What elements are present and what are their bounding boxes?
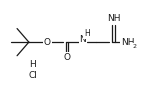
Text: NH: NH	[121, 38, 135, 47]
Text: O: O	[44, 38, 51, 47]
Text: H: H	[84, 29, 90, 38]
Text: Cl: Cl	[28, 71, 37, 80]
Text: H: H	[29, 60, 36, 69]
Text: NH: NH	[107, 14, 120, 23]
Text: O: O	[64, 53, 71, 62]
Text: N: N	[79, 35, 86, 44]
Text: 2: 2	[133, 44, 137, 49]
